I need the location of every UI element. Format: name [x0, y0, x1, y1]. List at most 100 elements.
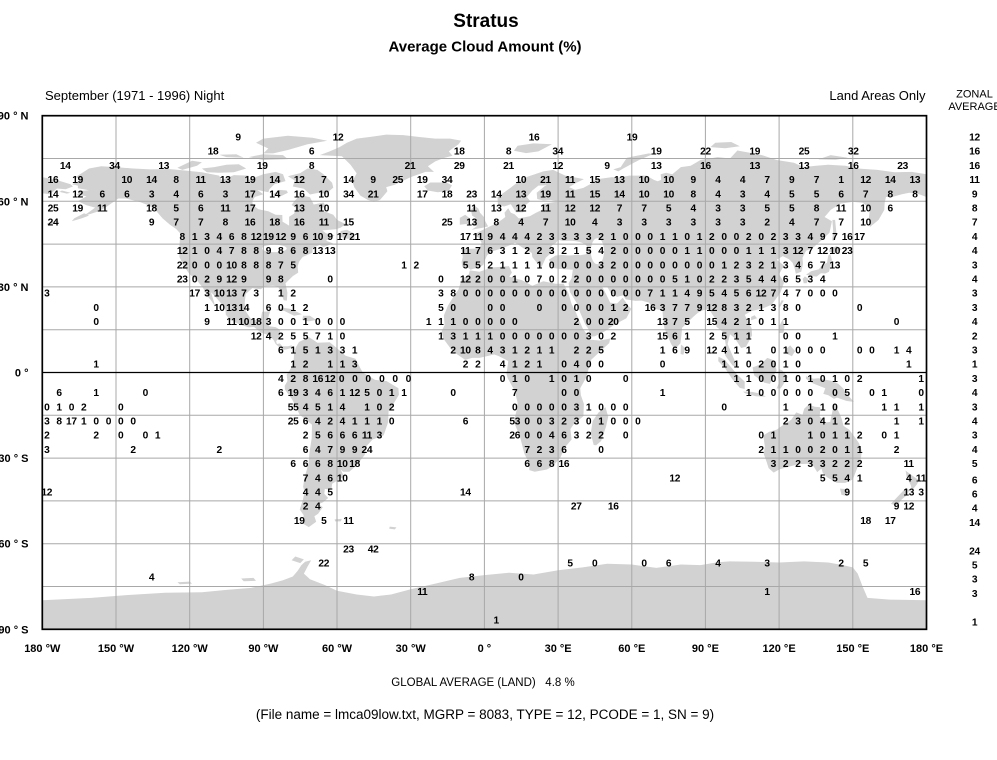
svg-text:10: 10	[829, 246, 840, 257]
svg-text:2: 2	[709, 331, 715, 342]
svg-text:4: 4	[149, 573, 155, 584]
svg-text:13: 13	[491, 204, 502, 215]
svg-text:23: 23	[897, 161, 908, 172]
svg-text:3: 3	[972, 402, 978, 413]
svg-text:2: 2	[303, 431, 309, 442]
svg-text:0: 0	[721, 232, 727, 243]
svg-text:13: 13	[158, 161, 169, 172]
svg-text:11: 11	[473, 232, 484, 243]
svg-text:0: 0	[500, 317, 506, 328]
svg-text:13: 13	[799, 161, 810, 172]
svg-text:12: 12	[706, 346, 717, 357]
svg-text:19: 19	[627, 133, 638, 144]
svg-text:90 °E: 90 °E	[692, 643, 719, 655]
svg-text:1: 1	[918, 417, 924, 428]
svg-text:1: 1	[721, 260, 727, 271]
svg-text:0: 0	[290, 317, 296, 328]
svg-text:3: 3	[500, 346, 506, 357]
svg-text:0: 0	[327, 275, 333, 286]
svg-text:2: 2	[598, 232, 604, 243]
svg-text:4: 4	[771, 275, 777, 286]
svg-text:3: 3	[438, 289, 444, 300]
svg-text:0: 0	[795, 331, 801, 342]
svg-text:0: 0	[327, 317, 333, 328]
svg-text:10: 10	[639, 189, 650, 200]
svg-text:1: 1	[56, 402, 62, 413]
svg-text:0: 0	[598, 317, 604, 328]
svg-text:0: 0	[647, 232, 653, 243]
svg-text:0: 0	[500, 289, 506, 300]
svg-text:13: 13	[220, 175, 231, 186]
svg-text:5: 5	[321, 516, 327, 527]
svg-text:5: 5	[290, 331, 296, 342]
svg-text:4: 4	[721, 289, 727, 300]
svg-text:6: 6	[309, 147, 315, 158]
svg-text:7: 7	[814, 218, 820, 229]
svg-text:3: 3	[972, 589, 978, 600]
svg-text:12: 12	[969, 133, 980, 144]
svg-text:29: 29	[454, 161, 465, 172]
svg-text:26: 26	[509, 431, 520, 442]
svg-text:90 °W: 90 °W	[248, 643, 279, 655]
svg-text:4: 4	[972, 388, 978, 399]
svg-text:8: 8	[303, 374, 309, 385]
svg-text:5: 5	[567, 559, 573, 570]
svg-text:180 °W: 180 °W	[24, 643, 61, 655]
svg-text:1: 1	[303, 317, 309, 328]
svg-text:0: 0	[512, 317, 518, 328]
svg-text:7: 7	[684, 303, 690, 314]
svg-text:0: 0	[537, 417, 543, 428]
svg-text:1: 1	[81, 417, 87, 428]
svg-text:13: 13	[226, 289, 237, 300]
svg-text:4: 4	[574, 360, 580, 371]
svg-text:1: 1	[494, 615, 500, 626]
svg-text:2: 2	[290, 374, 296, 385]
svg-text:0: 0	[635, 275, 641, 286]
svg-text:3: 3	[549, 417, 555, 428]
svg-text:0: 0	[857, 303, 863, 314]
svg-text:0: 0	[611, 289, 617, 300]
svg-text:23: 23	[343, 544, 354, 555]
svg-text:14: 14	[343, 175, 354, 186]
svg-text:0: 0	[598, 303, 604, 314]
svg-text:3: 3	[574, 417, 580, 428]
svg-text:1: 1	[512, 374, 518, 385]
svg-text:9: 9	[697, 289, 703, 300]
svg-text:3: 3	[500, 246, 506, 257]
svg-text:0: 0	[512, 402, 518, 413]
svg-text:2: 2	[524, 346, 530, 357]
svg-text:3: 3	[972, 303, 978, 314]
svg-text:11: 11	[220, 204, 231, 215]
svg-text:1: 1	[734, 331, 740, 342]
svg-text:0: 0	[611, 402, 617, 413]
svg-text:15: 15	[657, 331, 668, 342]
svg-text:0: 0	[561, 374, 567, 385]
svg-text:19: 19	[245, 175, 256, 186]
svg-text:0: 0	[623, 246, 629, 257]
svg-text:9: 9	[340, 445, 346, 456]
svg-text:0: 0	[586, 317, 592, 328]
svg-text:1: 1	[549, 346, 555, 357]
svg-text:0: 0	[598, 445, 604, 456]
svg-text:5: 5	[364, 388, 370, 399]
svg-text:22: 22	[318, 559, 329, 570]
svg-text:17: 17	[854, 232, 865, 243]
svg-text:19: 19	[257, 161, 268, 172]
svg-text:20: 20	[608, 317, 619, 328]
svg-text:1: 1	[844, 431, 850, 442]
svg-text:13: 13	[657, 317, 668, 328]
svg-text:1: 1	[401, 260, 407, 271]
svg-text:3: 3	[574, 232, 580, 243]
svg-text:0: 0	[392, 374, 398, 385]
svg-text:11: 11	[467, 204, 478, 215]
svg-text:4: 4	[795, 260, 801, 271]
svg-text:2: 2	[463, 360, 469, 371]
svg-text:1: 1	[660, 388, 666, 399]
svg-text:1: 1	[697, 246, 703, 257]
svg-text:12: 12	[565, 204, 576, 215]
svg-text:0: 0	[820, 289, 826, 300]
svg-text:3: 3	[598, 260, 604, 271]
svg-text:0: 0	[598, 360, 604, 371]
svg-text:0: 0	[869, 388, 875, 399]
svg-text:2: 2	[795, 459, 801, 470]
